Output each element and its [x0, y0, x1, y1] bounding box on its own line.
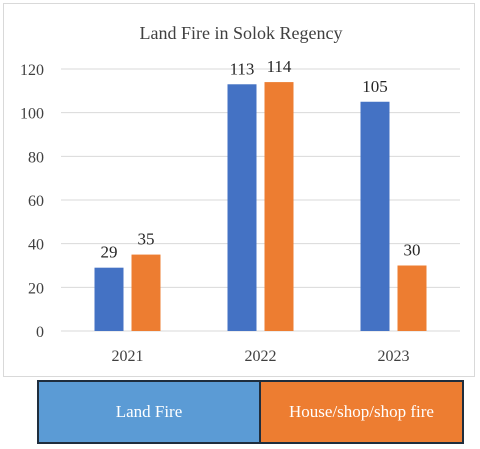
label-layer: 0 20 40 60 80 100 120 29 35 2021 113 114 2022 105 30 20… — [20, 57, 421, 365]
grid-layer — [61, 68, 460, 332]
data-label: 105 — [362, 77, 388, 96]
data-label: 30 — [404, 241, 421, 260]
x-tick-label: 2022 — [245, 348, 277, 365]
data-label: 113 — [230, 59, 255, 78]
legend-house-shop-fire-label: House/shop/shop fire — [289, 402, 434, 421]
y-tick-label: 60 — [28, 193, 44, 210]
bar — [94, 267, 124, 331]
y-tick-label: 0 — [36, 324, 44, 341]
data-label: 29 — [101, 243, 118, 262]
x-tick-label: 2021 — [112, 348, 144, 365]
data-label: 114 — [267, 57, 292, 76]
bar — [131, 254, 161, 331]
chart-frame: Land Fire in Solok Regency 0 20 40 60 80 100 1… — [3, 3, 475, 377]
bar — [264, 82, 294, 331]
chart-svg: Land Fire in Solok Regency 0 20 40 60 80 100 1… — [20, 23, 460, 365]
y-tick-label: 120 — [20, 62, 44, 79]
bar — [360, 101, 390, 331]
bar — [227, 84, 257, 332]
legend-land-fire: Land Fire — [37, 380, 259, 444]
y-tick-label: 80 — [28, 149, 44, 166]
x-tick-label: 2023 — [378, 348, 410, 365]
bar — [397, 265, 427, 331]
legend-house-shop-fire: House/shop/shop fire — [259, 380, 464, 444]
chart-title: Land Fire in Solok Regency — [140, 23, 343, 43]
legend-land-fire-label: Land Fire — [115, 402, 183, 421]
bar-layer — [94, 82, 427, 332]
y-tick-label: 100 — [20, 106, 44, 123]
data-label: 35 — [138, 230, 155, 249]
y-tick-label: 20 — [28, 280, 44, 297]
y-tick-label: 40 — [28, 237, 44, 254]
